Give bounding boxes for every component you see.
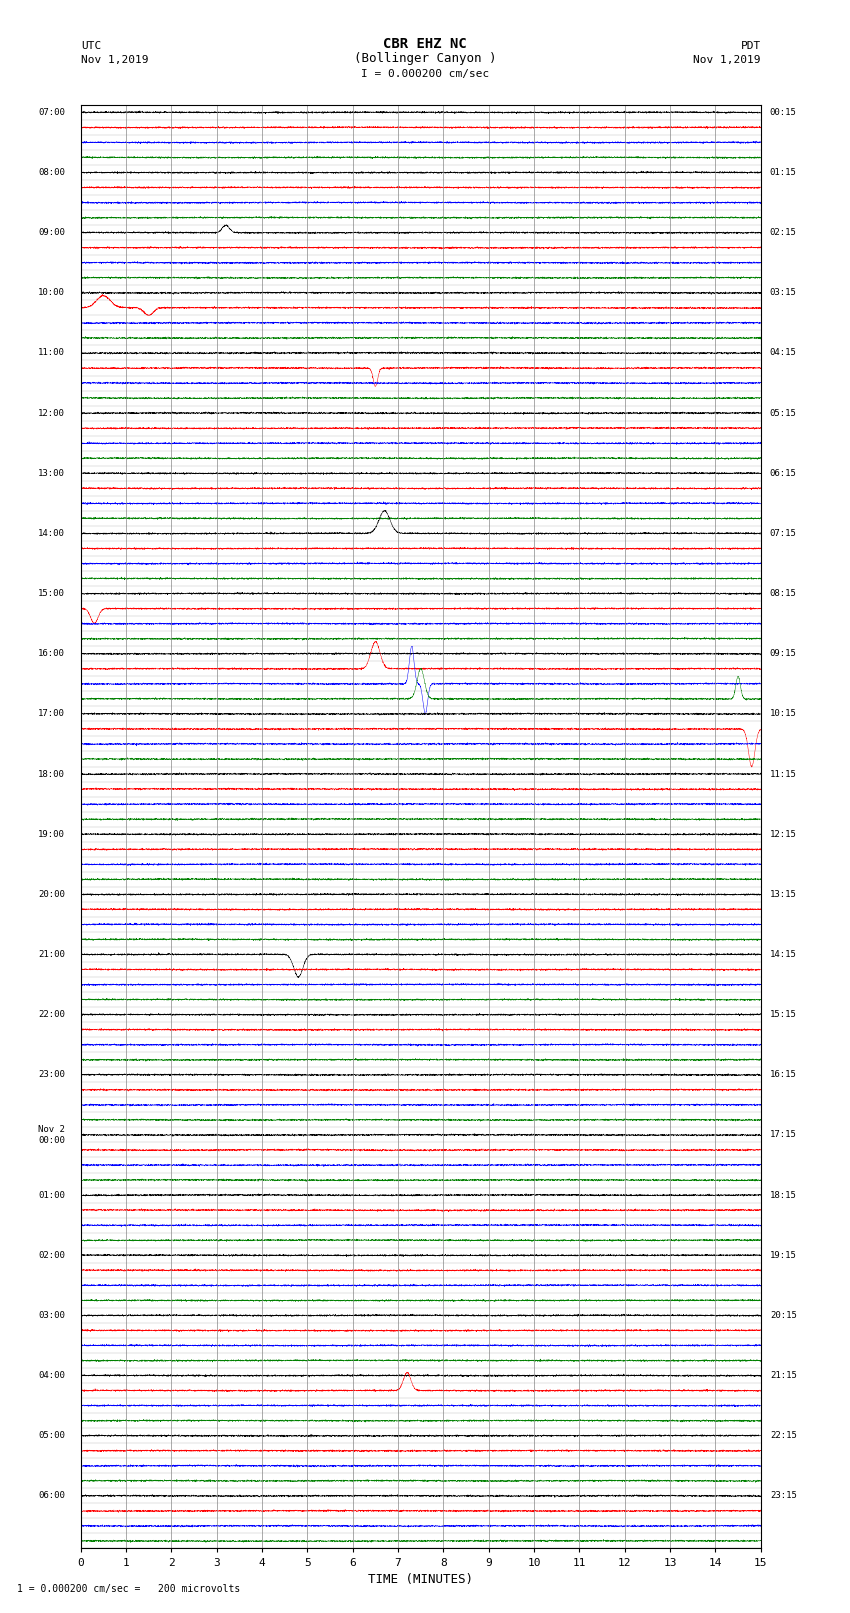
Text: 04:00: 04:00	[38, 1371, 65, 1381]
Text: UTC: UTC	[81, 40, 101, 50]
Text: 23:15: 23:15	[770, 1492, 796, 1500]
Text: 09:15: 09:15	[770, 648, 796, 658]
Text: 21:00: 21:00	[38, 950, 65, 960]
Text: 16:00: 16:00	[38, 648, 65, 658]
Text: Nov 1,2019: Nov 1,2019	[694, 55, 761, 65]
Text: 19:15: 19:15	[770, 1250, 796, 1260]
Text: CBR EHZ NC: CBR EHZ NC	[383, 37, 467, 50]
Text: 05:15: 05:15	[770, 408, 796, 418]
Text: 13:15: 13:15	[770, 890, 796, 898]
Text: 15:00: 15:00	[38, 589, 65, 598]
Text: 20:15: 20:15	[770, 1311, 796, 1319]
Text: 09:00: 09:00	[38, 227, 65, 237]
Text: I = 0.000200 cm/sec: I = 0.000200 cm/sec	[361, 69, 489, 79]
Text: 13:00: 13:00	[38, 469, 65, 477]
Text: 06:15: 06:15	[770, 469, 796, 477]
Text: 01:00: 01:00	[38, 1190, 65, 1200]
Text: Nov 1,2019: Nov 1,2019	[81, 55, 148, 65]
Text: 03:15: 03:15	[770, 289, 796, 297]
Text: 04:15: 04:15	[770, 348, 796, 358]
Text: (Bollinger Canyon ): (Bollinger Canyon )	[354, 52, 496, 65]
Text: 20:00: 20:00	[38, 890, 65, 898]
Text: 00:15: 00:15	[770, 108, 796, 116]
Text: 22:15: 22:15	[770, 1431, 796, 1440]
Text: 17:15: 17:15	[770, 1131, 796, 1139]
Text: 11:00: 11:00	[38, 348, 65, 358]
Text: 05:00: 05:00	[38, 1431, 65, 1440]
Text: 10:00: 10:00	[38, 289, 65, 297]
Text: Nov 2
00:00: Nov 2 00:00	[38, 1126, 65, 1145]
Text: 18:15: 18:15	[770, 1190, 796, 1200]
Text: 1 = 0.000200 cm/sec =   200 microvolts: 1 = 0.000200 cm/sec = 200 microvolts	[17, 1584, 241, 1594]
Text: 12:00: 12:00	[38, 408, 65, 418]
Text: 08:00: 08:00	[38, 168, 65, 177]
Text: 22:00: 22:00	[38, 1010, 65, 1019]
Text: 07:00: 07:00	[38, 108, 65, 116]
Text: 06:00: 06:00	[38, 1492, 65, 1500]
X-axis label: TIME (MINUTES): TIME (MINUTES)	[368, 1573, 473, 1586]
Text: 03:00: 03:00	[38, 1311, 65, 1319]
Text: 19:00: 19:00	[38, 829, 65, 839]
Text: 02:00: 02:00	[38, 1250, 65, 1260]
Text: 02:15: 02:15	[770, 227, 796, 237]
Text: 12:15: 12:15	[770, 829, 796, 839]
Text: 14:15: 14:15	[770, 950, 796, 960]
Text: 21:15: 21:15	[770, 1371, 796, 1381]
Text: 10:15: 10:15	[770, 710, 796, 718]
Text: 07:15: 07:15	[770, 529, 796, 537]
Text: 15:15: 15:15	[770, 1010, 796, 1019]
Text: 23:00: 23:00	[38, 1071, 65, 1079]
Text: 14:00: 14:00	[38, 529, 65, 537]
Text: 17:00: 17:00	[38, 710, 65, 718]
Text: 18:00: 18:00	[38, 769, 65, 779]
Text: 01:15: 01:15	[770, 168, 796, 177]
Text: 08:15: 08:15	[770, 589, 796, 598]
Text: PDT: PDT	[740, 40, 761, 50]
Text: 16:15: 16:15	[770, 1071, 796, 1079]
Text: 11:15: 11:15	[770, 769, 796, 779]
